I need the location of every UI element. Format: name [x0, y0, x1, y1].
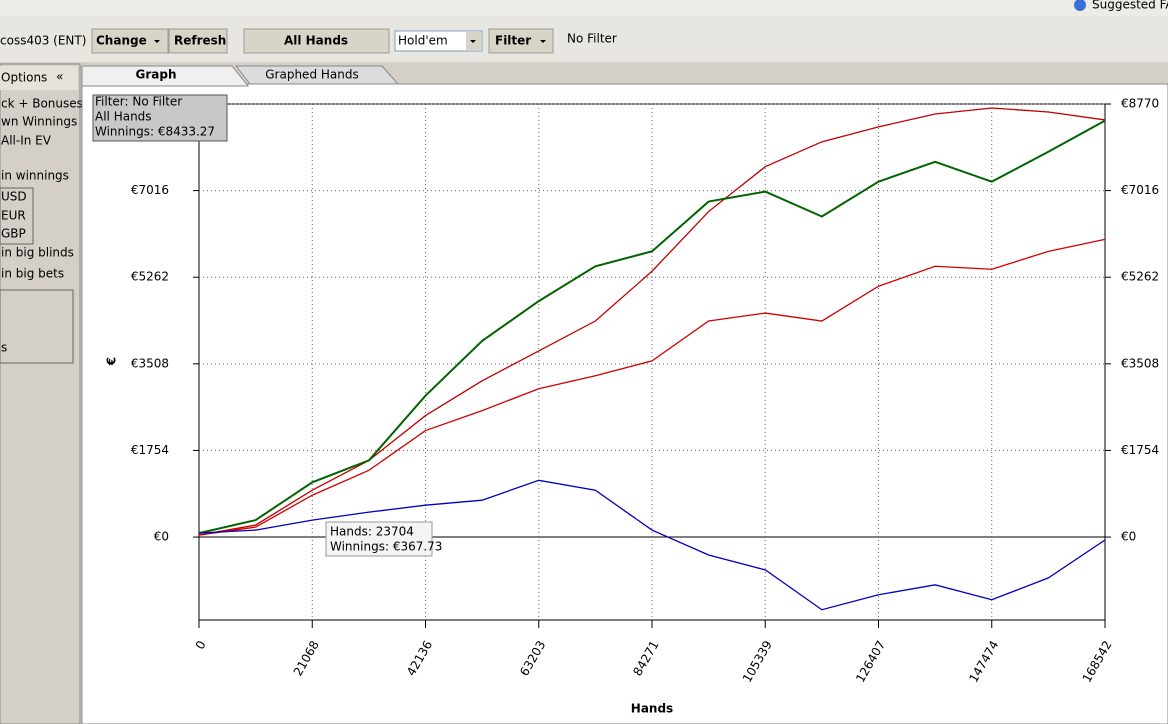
player-name: coss403 (ENT)	[0, 34, 86, 48]
sidebar-item[interactable]: s	[1, 341, 7, 355]
info-box	[92, 94, 228, 142]
dropdown-arrow	[540, 40, 546, 43]
y2-tick-label: €7016	[1121, 183, 1159, 197]
series-line	[198, 238, 1106, 536]
sidebar-item[interactable]: in big blinds	[1, 246, 74, 260]
series-line	[198, 119, 1106, 535]
y2-tick-label: €3508	[1121, 356, 1159, 370]
y-axis-title: €	[105, 357, 119, 366]
info-line: Winnings: €8433.27	[95, 125, 215, 139]
sidebar-item[interactable]: USD	[1, 190, 27, 204]
options-title: Options	[1, 71, 47, 85]
y-tick-label: €7016	[131, 183, 169, 197]
refresh-button[interactable]	[168, 28, 228, 54]
sidebar-item[interactable]: wn Winnings	[1, 115, 77, 129]
game-select[interactable]	[394, 30, 483, 52]
sidebar	[0, 63, 81, 724]
sidebar-item[interactable]: All-In EV	[1, 134, 52, 148]
all-hands-button[interactable]	[243, 28, 390, 54]
refresh-label[interactable]: Refresh	[174, 34, 226, 48]
series-line	[198, 479, 1106, 611]
y-tick-label: €3508	[131, 356, 169, 370]
help-link[interactable]: Suggested FA	[1092, 0, 1168, 12]
select-arrow	[470, 40, 476, 43]
filter-label[interactable]: Filter	[495, 34, 531, 48]
y2-tick-label: €8770	[1121, 97, 1159, 111]
game-select-value[interactable]: Hold'em	[398, 34, 448, 48]
graphed-hands-tab-label[interactable]: Graphed Hands	[265, 68, 358, 82]
options-panel	[0, 289, 74, 364]
y2-tick-label: €1754	[1121, 443, 1159, 457]
x-axis-title: Hands	[631, 702, 673, 716]
currency-group	[0, 187, 34, 245]
dropdown-arrow	[154, 40, 160, 43]
series-line	[198, 107, 1106, 536]
options-header	[0, 66, 78, 90]
sidebar-item[interactable]: ck + Bonuses	[1, 97, 83, 111]
all-hands-label[interactable]: All Hands	[284, 34, 348, 48]
top-bar	[0, 0, 1168, 16]
change-label[interactable]: Change	[96, 34, 147, 48]
tooltip-line: Hands: 23704	[330, 525, 414, 539]
graph-tab[interactable]	[81, 65, 250, 87]
y2-tick-label: €5262	[1121, 270, 1159, 284]
tooltip-line: Winnings: €367.73	[330, 540, 442, 554]
help-icon[interactable]	[1074, 0, 1086, 11]
sidebar-item[interactable]: in winnings	[1, 169, 69, 183]
y-tick-label: €1754	[131, 443, 169, 457]
y2-tick-label: €0	[1121, 530, 1136, 544]
filter-value: No Filter	[567, 32, 617, 46]
y-tick-label: €5262	[131, 270, 169, 284]
graph-panel	[81, 83, 1168, 724]
graphed-hands-tab[interactable]	[234, 65, 400, 85]
info-line: All Hands	[95, 110, 152, 124]
sidebar-item[interactable]: EUR	[1, 209, 26, 223]
info-line: Filter: No Filter	[95, 95, 182, 109]
graph-tab-label[interactable]: Graph	[136, 68, 177, 82]
sidebar-item[interactable]: in big bets	[1, 267, 64, 281]
y-tick-label: €0	[154, 530, 169, 544]
sidebar-item[interactable]: GBP	[1, 227, 26, 241]
collapse-button[interactable]: «	[56, 70, 63, 84]
tooltip	[325, 521, 433, 557]
